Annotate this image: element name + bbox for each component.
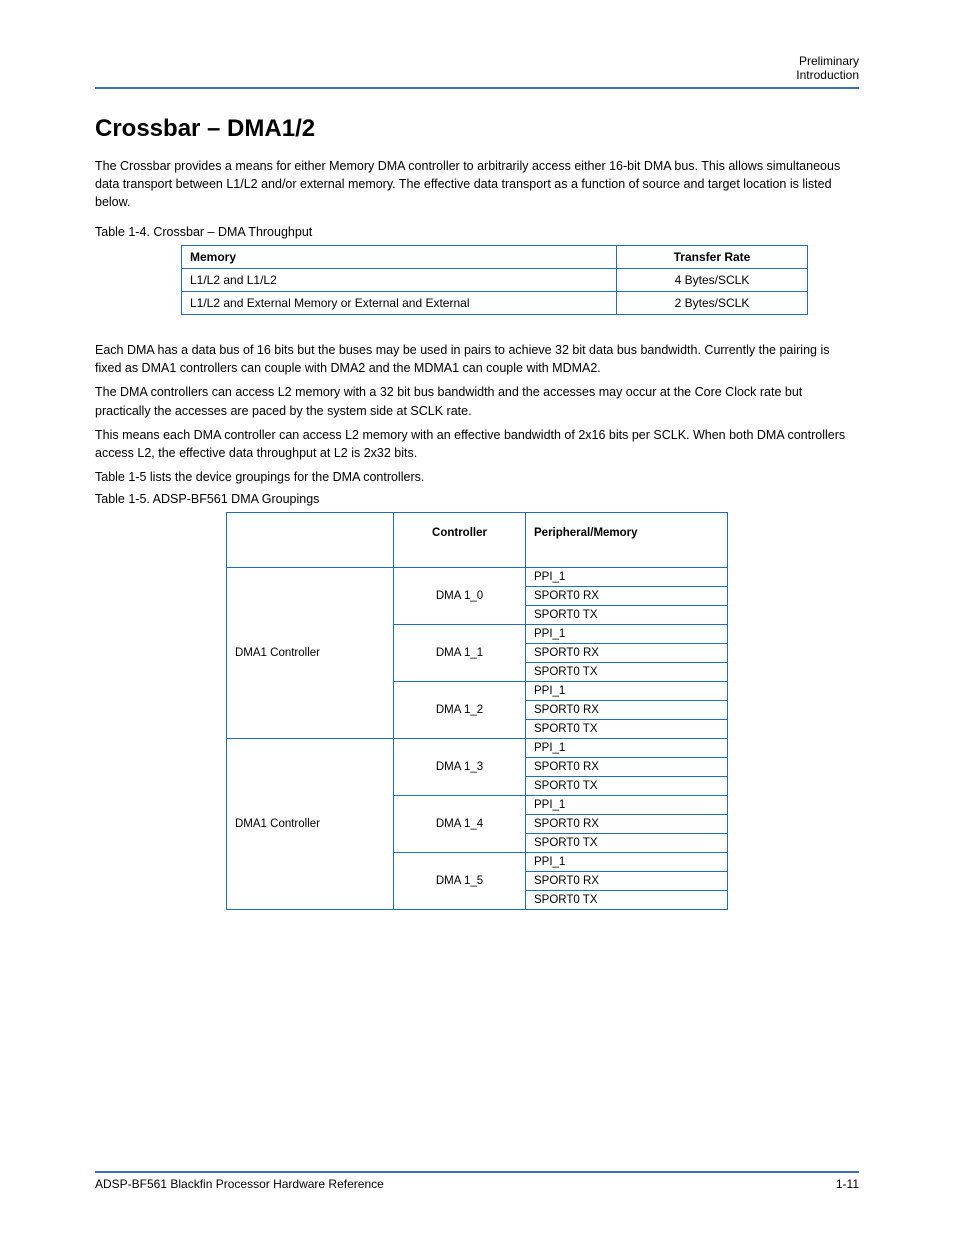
table15-item: SPORT0 RX <box>526 815 728 834</box>
table14-cell: L1/L2 and L1/L2 <box>182 269 617 292</box>
header-rule <box>95 87 859 89</box>
table15-group-label: DMA1 Controller <box>227 568 394 739</box>
table15-item: PPI_1 <box>526 853 728 872</box>
section2-p4: Table 1-5 lists the device groupings for… <box>95 468 859 486</box>
footer-rule <box>95 1171 859 1173</box>
table15-item: PPI_1 <box>526 682 728 701</box>
section2-paragraphs: Each DMA has a data bus of 16 bits but t… <box>95 341 859 910</box>
table15-controller: DMA 1_4 <box>394 796 526 853</box>
table15-item: SPORT0 RX <box>526 758 728 777</box>
header-right-line2: Introduction <box>796 68 859 82</box>
table15-caption: Table 1-5. ADSP-BF561 DMA Groupings <box>95 492 859 506</box>
section2-p2: The DMA controllers can access L2 memory… <box>95 383 859 419</box>
table15-header-controller: Controller <box>394 513 526 568</box>
section1-paragraph: The Crossbar provides a means for either… <box>95 157 859 211</box>
table15-header-blank <box>227 513 394 568</box>
table14-header-memory: Memory <box>182 246 617 269</box>
footer-right: 1-11 <box>836 1177 859 1191</box>
table15-item: PPI_1 <box>526 739 728 758</box>
table-row: Memory Transfer Rate <box>182 246 808 269</box>
table15-item: SPORT0 TX <box>526 891 728 910</box>
table15-item: SPORT0 TX <box>526 663 728 682</box>
table15-item: SPORT0 RX <box>526 872 728 891</box>
table15-item: PPI_1 <box>526 796 728 815</box>
table-row: DMA1 Controller DMA 1_0 PPI_1 <box>227 568 728 587</box>
table15-controller: DMA 1_3 <box>394 739 526 796</box>
table14-caption: Table 1-4. Crossbar – DMA Throughput <box>95 225 859 239</box>
table-row: DMA1 Controller DMA 1_3 PPI_1 <box>227 739 728 758</box>
table-row: Controller Peripheral/Memory <box>227 513 728 568</box>
page-header: Preliminary Introduction <box>95 54 859 83</box>
table15-controller: DMA 1_0 <box>394 568 526 625</box>
table-crossbar-throughput: Memory Transfer Rate L1/L2 and L1/L2 4 B… <box>181 245 808 315</box>
section-heading: Crossbar – DMA1/2 <box>95 115 859 143</box>
footer-left: ADSP-BF561 Blackfin Processor Hardware R… <box>95 1177 384 1191</box>
header-right: Preliminary Introduction <box>796 54 859 83</box>
table15-item: SPORT0 RX <box>526 644 728 663</box>
table15-controller: DMA 1_1 <box>394 625 526 682</box>
table15-item: SPORT0 TX <box>526 834 728 853</box>
table14-header-rate: Transfer Rate <box>617 246 808 269</box>
table15-controller: DMA 1_5 <box>394 853 526 910</box>
table15-item: SPORT0 TX <box>526 606 728 625</box>
header-right-line1: Preliminary <box>796 54 859 68</box>
table14-cell: 2 Bytes/SCLK <box>617 292 808 315</box>
table15-item: SPORT0 RX <box>526 701 728 720</box>
table15-item: SPORT0 TX <box>526 777 728 796</box>
page-footer: ADSP-BF561 Blackfin Processor Hardware R… <box>95 1171 859 1191</box>
table-row: L1/L2 and L1/L2 4 Bytes/SCLK <box>182 269 808 292</box>
table15-item: SPORT0 RX <box>526 587 728 606</box>
section2-p1: Each DMA has a data bus of 16 bits but t… <box>95 341 859 377</box>
table15-group-label: DMA1 Controller <box>227 739 394 910</box>
footer-row: ADSP-BF561 Blackfin Processor Hardware R… <box>95 1177 859 1191</box>
section2-p3: This means each DMA controller can acces… <box>95 426 859 462</box>
table-dma-groupings: Controller Peripheral/Memory DMA1 Contro… <box>226 512 728 910</box>
table15-header-peripheral: Peripheral/Memory <box>526 513 728 568</box>
table14-cell: 4 Bytes/SCLK <box>617 269 808 292</box>
page: Preliminary Introduction Crossbar – DMA1… <box>0 0 954 1235</box>
table15-controller: DMA 1_2 <box>394 682 526 739</box>
table14-cell: L1/L2 and External Memory or External an… <box>182 292 617 315</box>
table15-item: SPORT0 TX <box>526 720 728 739</box>
table15-wrap: Controller Peripheral/Memory DMA1 Contro… <box>95 512 859 910</box>
section-crossbar: Crossbar – DMA1/2 The Crossbar provides … <box>95 115 859 315</box>
table15-item: PPI_1 <box>526 625 728 644</box>
table15-item: PPI_1 <box>526 568 728 587</box>
table-row: L1/L2 and External Memory or External an… <box>182 292 808 315</box>
